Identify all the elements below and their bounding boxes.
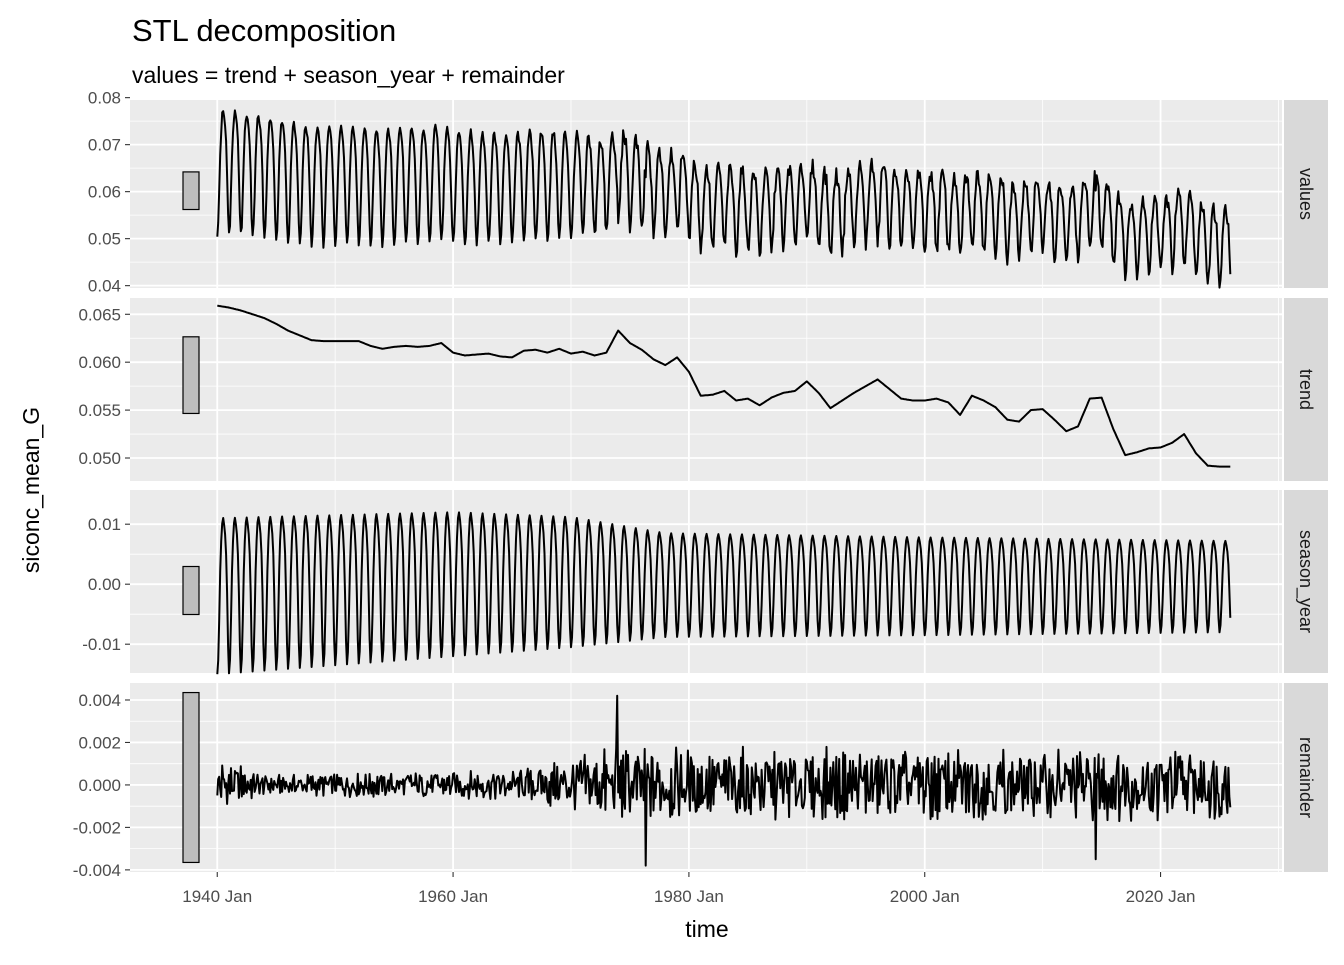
range-bar — [182, 171, 200, 211]
chart-title: STL decomposition — [132, 13, 396, 48]
panel-values: 0.04 0.05 0.06 0.07 0.08 values — [88, 89, 1328, 296]
strip-label-trend: trend — [1296, 369, 1316, 410]
y-tick-label: -0.004 — [73, 861, 121, 880]
strip-label-values: values — [1296, 168, 1316, 220]
y-tick-label: -0.01 — [82, 635, 121, 654]
strip-background — [1284, 490, 1328, 673]
x-axis-title: time — [685, 916, 728, 942]
x-tick-label: 1940 Jan — [182, 887, 252, 906]
x-tick-label: 1980 Jan — [654, 887, 724, 906]
y-tick-label: -0.002 — [73, 818, 121, 837]
y-tick-label: 0.004 — [78, 691, 121, 710]
range-bar — [182, 336, 200, 415]
y-tick-label: 0.050 — [78, 449, 121, 468]
y-tick-label: 0.06 — [88, 183, 121, 202]
y-tick-label: 0.000 — [78, 776, 121, 795]
y-tick-label: 0.060 — [78, 353, 121, 372]
y-tick-label: 0.04 — [88, 277, 121, 296]
strip-background — [1284, 683, 1328, 872]
range-bar — [182, 691, 200, 864]
strip-label-remainder: remainder — [1296, 737, 1316, 818]
y-tick-label: 0.08 — [88, 89, 121, 108]
range-bar — [182, 565, 200, 616]
y-tick-label: 0.002 — [78, 733, 121, 752]
y-tick-label: 0.055 — [78, 401, 121, 420]
y-tick-label: 0.01 — [88, 515, 121, 534]
series-line-remainder — [216, 694, 1232, 867]
panels: 0.04 0.05 0.06 0.07 0.08 values 0.050 0.055 0.06… — [73, 89, 1328, 906]
x-tick-label: 2000 Jan — [890, 887, 960, 906]
panel-trend: 0.050 0.055 0.060 0.065 trend — [78, 298, 1328, 481]
series-line-season_year — [216, 511, 1232, 675]
strip-label-season_year: season_year — [1295, 530, 1316, 633]
chart-subtitle: values = trend + season_year + remainder — [132, 62, 565, 88]
y-tick-label: 0.05 — [88, 230, 121, 249]
x-tick-label: 2020 Jan — [1126, 887, 1196, 906]
series-line-trend — [217, 304, 1231, 468]
y-axis-title: siconc_mean_G — [18, 407, 44, 573]
y-tick-label: 0.07 — [88, 136, 121, 155]
strip-background — [1284, 100, 1328, 288]
x-tick-label: 1960 Jan — [418, 887, 488, 906]
y-tick-label: 0.00 — [88, 575, 121, 594]
y-tick-label: 0.065 — [78, 305, 121, 324]
strip-background — [1284, 298, 1328, 481]
series-line-values — [216, 109, 1232, 289]
panel-season_year: -0.01 0.00 0.01 season_year — [82, 490, 1328, 675]
panel-remainder: -0.004 -0.002 0.000 0.002 0.004 remainder — [73, 683, 1328, 880]
panel-background — [130, 298, 1282, 481]
